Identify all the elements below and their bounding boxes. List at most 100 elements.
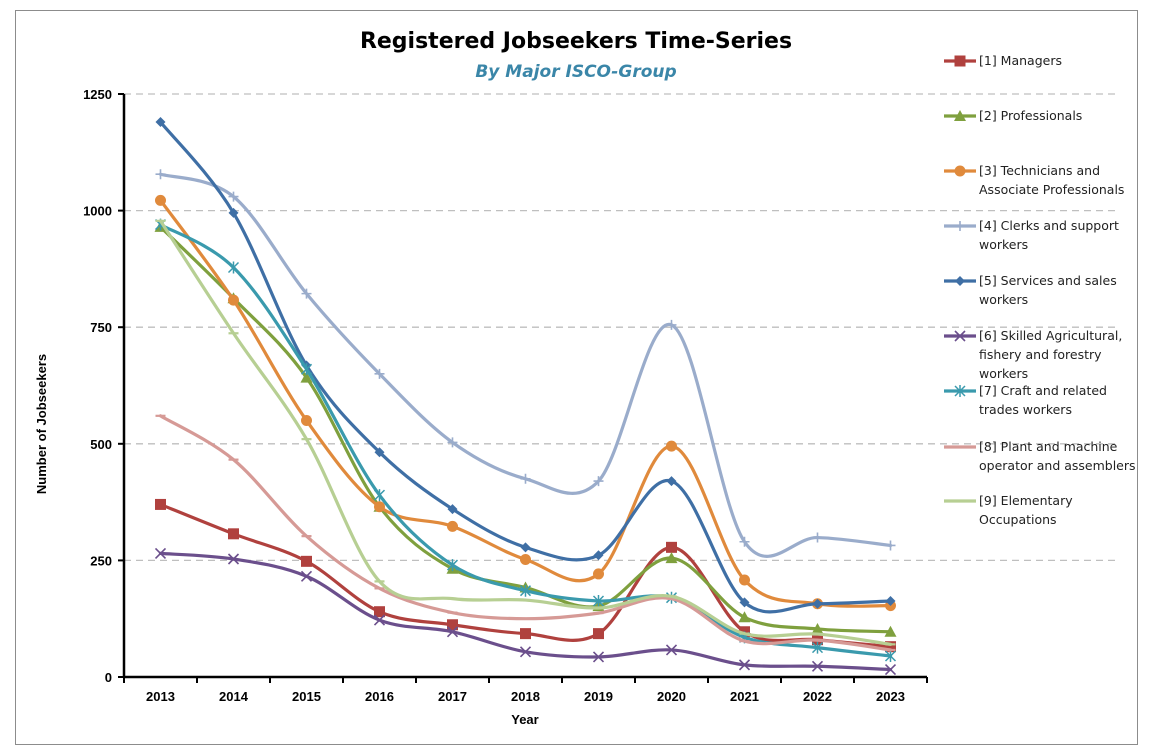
y-tick-label: 500 — [90, 437, 112, 452]
data-point — [811, 660, 824, 672]
legend-label: fishery and forestry — [979, 347, 1102, 362]
series-line — [158, 222, 893, 658]
data-point — [738, 611, 751, 623]
data-point — [884, 663, 897, 676]
x-tick-label: 2018 — [511, 689, 540, 704]
y-tick-label: 0 — [105, 670, 112, 685]
x-tick-label: 2014 — [219, 689, 249, 704]
legend-item: [1] Managers — [944, 53, 1062, 68]
legend: [1] Managers [2] Professionals [3] Technic… — [944, 53, 1136, 527]
data-point — [811, 641, 824, 654]
x-axis-label: Year — [511, 712, 538, 727]
data-point — [374, 606, 385, 618]
y-axis-label: Number of Jobseekers — [34, 354, 49, 494]
axes: 0 250 500 750 1000 1250 2013 2014 2015 2016 2017 20… — [83, 87, 928, 704]
data-point — [592, 651, 605, 663]
legend-label: [9] Elementary — [979, 493, 1073, 508]
series-layer — [154, 116, 897, 676]
data-point — [228, 207, 239, 218]
data-point — [812, 598, 823, 609]
data-point — [665, 644, 678, 656]
data-point — [593, 550, 604, 561]
data-point — [520, 542, 531, 553]
series-line — [158, 120, 893, 614]
data-point — [300, 371, 313, 383]
data-point — [739, 536, 750, 547]
y-tick-label: 1250 — [83, 87, 112, 102]
data-point — [954, 110, 966, 121]
y-tick-label: 250 — [90, 553, 112, 568]
data-point — [739, 574, 750, 586]
legend-label: Associate Professionals — [979, 182, 1124, 197]
data-point — [811, 622, 824, 634]
series-9 — [155, 219, 896, 646]
data-point — [447, 619, 458, 631]
chart-frame — [15, 10, 1138, 745]
x-tick-label: 2015 — [292, 689, 321, 704]
x-tick-label: 2016 — [365, 689, 394, 704]
data-point — [446, 626, 459, 638]
legend-item: [7] Craft and related trades workers — [944, 383, 1107, 417]
data-point — [155, 169, 166, 180]
data-point — [374, 501, 385, 513]
data-point — [301, 555, 312, 567]
data-point — [300, 363, 313, 376]
data-point — [885, 595, 896, 606]
data-point — [447, 504, 458, 515]
data-point — [301, 414, 312, 426]
legend-label: operator and assemblers — [979, 458, 1136, 473]
chart-title: Registered Jobseekers Time-Series — [360, 29, 792, 54]
legend-item: [2] Professionals — [944, 108, 1082, 123]
data-point — [593, 628, 604, 640]
data-point — [520, 628, 531, 640]
data-point — [228, 191, 239, 202]
data-point — [954, 385, 966, 397]
data-point — [812, 532, 823, 543]
series-line — [158, 502, 893, 649]
data-point — [155, 194, 166, 206]
x-tick-label: 2013 — [146, 689, 175, 704]
series-line — [158, 414, 893, 652]
legend-label: [7] Craft and related — [979, 383, 1107, 398]
legend-item: [6] Skilled Agricultural, fishery and for… — [944, 328, 1122, 381]
legend-item: [8] Plant and machine operator and assemb… — [944, 439, 1136, 473]
series-4 — [155, 169, 896, 558]
legend-label: [2] Professionals — [979, 108, 1082, 123]
data-point — [955, 276, 965, 286]
legend-label: workers — [979, 237, 1028, 252]
data-point — [665, 552, 678, 564]
data-point — [301, 288, 312, 299]
data-point — [954, 165, 966, 177]
data-point — [227, 553, 240, 565]
data-point — [520, 553, 531, 565]
data-point — [373, 489, 386, 502]
legend-label: [8] Plant and machine — [979, 439, 1118, 454]
series-line — [158, 219, 893, 646]
legend-label: [4] Clerks and support — [979, 218, 1119, 233]
data-point — [155, 498, 166, 510]
data-point — [885, 540, 896, 551]
data-point — [884, 650, 897, 663]
y-tick-label: 750 — [90, 320, 112, 335]
data-point — [593, 568, 604, 580]
data-point — [154, 547, 167, 559]
data-point — [519, 646, 532, 658]
series-line — [158, 172, 893, 558]
data-point — [300, 570, 313, 582]
data-point — [666, 440, 677, 452]
y-tick-label: 1000 — [83, 204, 112, 219]
data-point — [228, 294, 239, 306]
data-point — [446, 559, 459, 572]
data-point — [227, 261, 240, 274]
legend-label: trades workers — [979, 402, 1072, 417]
data-point — [520, 473, 531, 484]
series-5 — [155, 116, 896, 614]
legend-label: workers — [979, 292, 1028, 307]
x-tick-label: 2022 — [803, 689, 832, 704]
series-6 — [154, 547, 897, 676]
data-point — [155, 116, 166, 127]
data-point — [884, 625, 897, 637]
chart-subtitle: By Major ISCO-Group — [475, 62, 676, 82]
data-point — [954, 330, 966, 342]
